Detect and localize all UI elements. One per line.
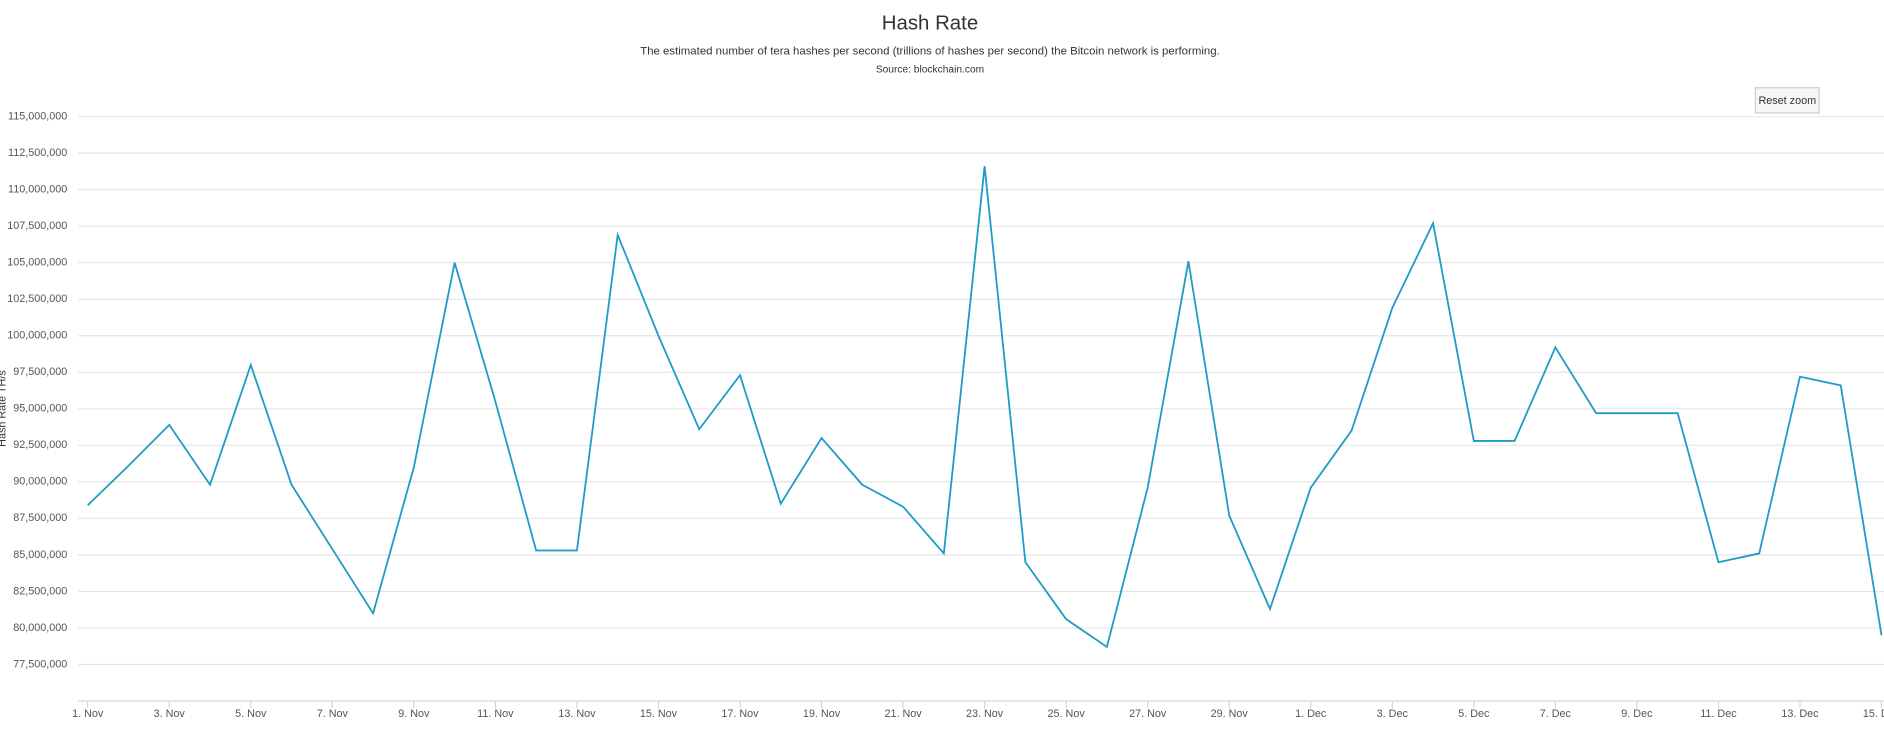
y-tick-label: 82,500,000: [13, 585, 67, 597]
x-tick-label: 25. Nov: [1048, 708, 1086, 720]
x-tick-label: 13. Nov: [558, 708, 596, 720]
x-tick-label: 3. Nov: [154, 708, 186, 720]
chart-source: Source: blockchain.com: [876, 64, 984, 75]
y-tick-label: 85,000,000: [13, 549, 67, 561]
y-tick-label: 95,000,000: [13, 403, 67, 415]
x-tick-label: 5. Nov: [235, 708, 267, 720]
x-tick-label: 27. Nov: [1129, 708, 1167, 720]
x-tick-label: 19. Nov: [803, 708, 841, 720]
x-tick-label: 29. Nov: [1211, 708, 1249, 720]
x-tick-label: 5. Dec: [1458, 708, 1490, 720]
x-tick-label: 7. Dec: [1540, 708, 1572, 720]
button-box[interactable]: [1754, 87, 1820, 114]
y-axis-label: Hash Rate TH/s: [0, 370, 8, 447]
x-tick-label: 1. Dec: [1295, 708, 1327, 720]
chart-title: Hash Rate: [882, 12, 978, 34]
y-tick-label: 92,500,000: [13, 439, 67, 451]
x-tick-label: 23. Nov: [966, 708, 1004, 720]
y-tick-label: 87,500,000: [13, 512, 67, 524]
reset-zoom-button[interactable]: Reset zoom: [1754, 87, 1820, 114]
chart-subtitle: The estimated number of tera hashes per …: [640, 46, 1219, 58]
y-tick-label: 97,500,000: [13, 366, 67, 378]
y-tick-label: 102,500,000: [7, 293, 67, 305]
y-tick-label: 80,000,000: [13, 622, 67, 634]
y-tick-label: 112,500,000: [8, 147, 67, 159]
x-tick-label: 21. Nov: [884, 708, 922, 720]
x-tick-label: 7. Nov: [317, 708, 349, 720]
x-tick-label: 9. Dec: [1621, 708, 1653, 720]
x-tick-label: 1. Nov: [72, 708, 104, 720]
y-tick-label: 115,000,000: [8, 110, 67, 122]
x-tick-label: 9. Nov: [398, 708, 430, 720]
x-tick-label: 15. Dec: [1863, 708, 1884, 720]
x-tick-label: 15. Nov: [640, 708, 678, 720]
y-tick-label: 110,000,000: [8, 183, 67, 195]
y-tick-label: 100,000,000: [7, 330, 67, 342]
y-tick-label: 77,500,000: [13, 658, 67, 670]
x-tick-label: 11. Nov: [477, 708, 514, 720]
y-tick-label: 107,500,000: [7, 220, 67, 232]
x-tick-label: 11. Dec: [1700, 708, 1737, 720]
x-tick-label: 3. Dec: [1377, 708, 1409, 720]
data-line: [87, 166, 1883, 649]
x-tick-label: 13. Dec: [1781, 708, 1819, 720]
y-tick-label: 90,000,000: [13, 476, 67, 488]
y-tick-label: 105,000,000: [7, 257, 67, 269]
button-label[interactable]: Reset zoom: [1758, 95, 1816, 107]
x-tick-label: 17. Nov: [721, 708, 759, 720]
